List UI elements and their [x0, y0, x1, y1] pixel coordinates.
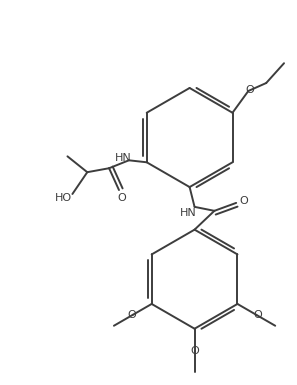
Text: HN: HN [115, 153, 131, 163]
Text: O: O [253, 310, 262, 320]
Text: O: O [127, 310, 136, 320]
Text: O: O [245, 85, 254, 95]
Text: HO: HO [55, 193, 72, 203]
Text: O: O [240, 196, 249, 206]
Text: O: O [190, 346, 199, 357]
Text: HN: HN [180, 208, 197, 218]
Text: O: O [118, 193, 126, 203]
